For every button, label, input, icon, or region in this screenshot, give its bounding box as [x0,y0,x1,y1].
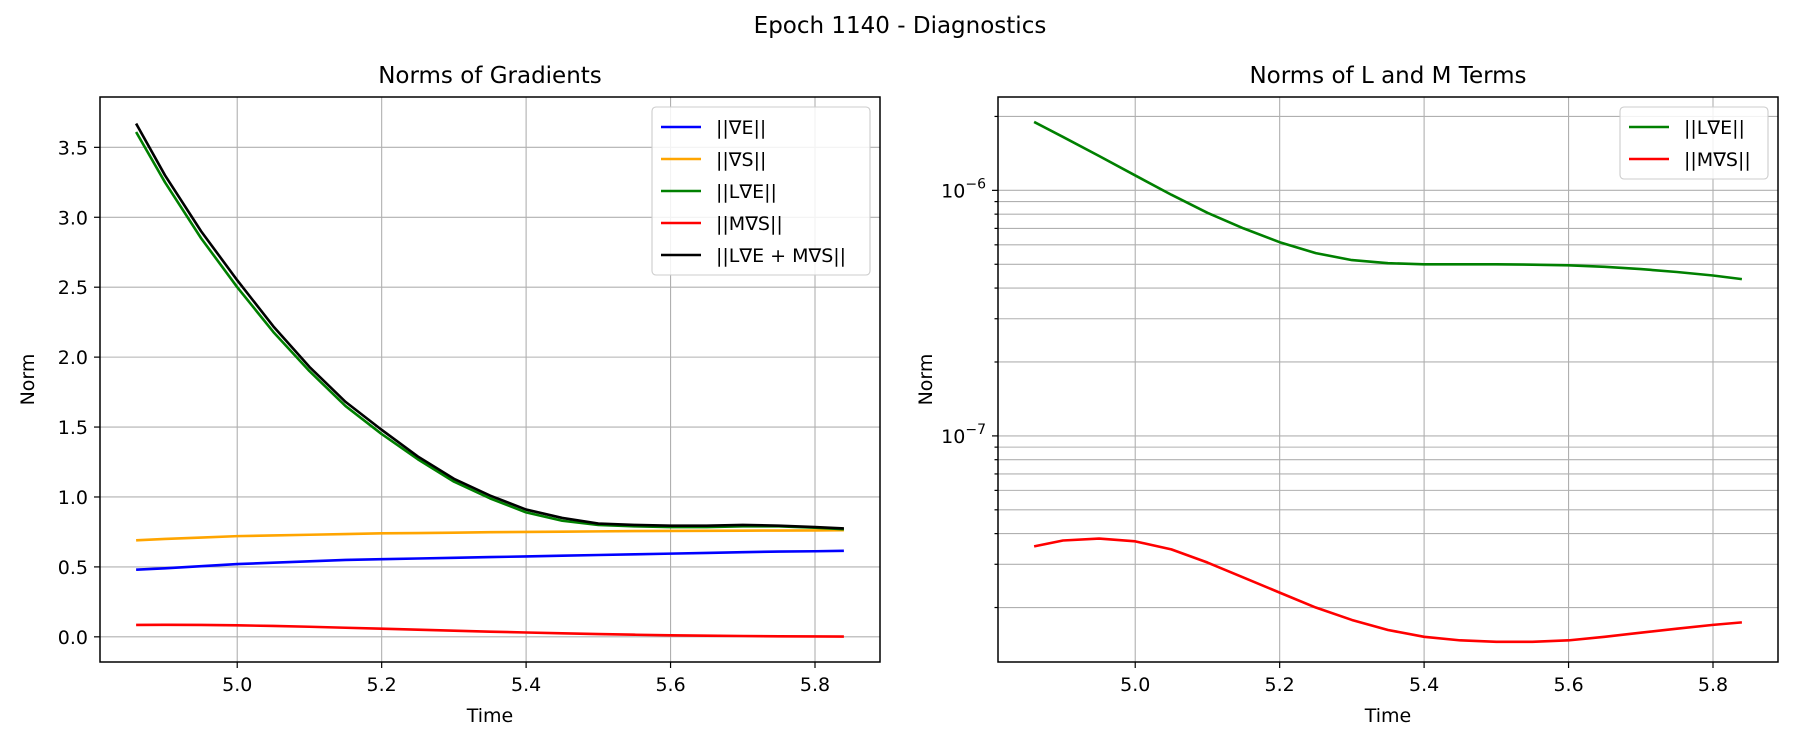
panel1-x-tick-label: 5.8 [1698,674,1728,696]
panel1-x-tick-label: 5.6 [1553,674,1583,696]
panel0-legend-label-grade: ||∇E|| [716,117,766,139]
panel1-x-tick-label: 5.4 [1409,674,1439,696]
panel0-series-line-mgrads [136,623,844,638]
lm-terms-panel: 5.0 5.2 5.4 5.6 5.8 10−7 10−6 Norms of L and M … [915,63,1779,727]
panel0-y-tick-label: 1.5 [58,417,88,439]
panel0-y-tick-label: 1.0 [58,487,88,509]
panel0-y-tick-label: 0.0 [58,627,88,649]
panel1-y-axis-label: Norm [915,354,937,406]
panel1-title: Norms of L and M Terms [1249,63,1526,89]
panel0-y-tick-label: 3.5 [58,137,88,159]
panel0-legend-label-grads: ||∇S|| [716,149,766,171]
panel0-legend-label-lgrade-plus-mgrads: ||L∇E + M∇S|| [716,245,846,267]
panel1-x-tick-label: 5.2 [1265,674,1295,696]
panel0-x-tick-label: 5.6 [655,674,685,696]
panel0-y-axis-label: Norm [17,354,39,406]
panel1-x-axis-label: Time [1364,705,1412,727]
panel0-series-line-grads [136,528,844,542]
panel1-legend: ||L∇E|| ||M∇S|| [1619,106,1769,180]
panel0-legend: ||∇E|| ||∇S|| ||L∇E|| ||M∇S|| ||L∇E + M∇S|| [651,106,871,276]
panel0-legend-label-mgrads: ||M∇S|| [716,213,783,235]
panel1-y-tick-label: 10−7 [941,422,986,448]
panel1-axes-frame [997,96,1779,663]
panel0-title: Norms of Gradients [378,63,602,89]
panel1-legend-box [1619,106,1769,180]
panel1-legend-label-mgrads: ||M∇S|| [1684,149,1751,171]
panel0-x-tick-label: 5.0 [222,674,252,696]
panel0-series-line-lgrade-plus-mgrads [134,122,844,530]
panel0-x-tick-label: 5.2 [367,674,397,696]
panel0-legend-label-lgrade: ||L∇E|| [716,181,777,203]
panel0-series-line-lgrade [134,131,844,531]
panel0-y-tick-label: 2.0 [58,347,88,369]
panel1-legend-label-lgrade: ||L∇E|| [1684,117,1745,139]
panel1-x-tick-label: 5.0 [1120,674,1150,696]
figure-suptitle: Epoch 1140 - Diagnostics [754,13,1047,39]
panel0-axes-frame [99,96,881,663]
panel1-y-tick-label: 10−6 [941,176,986,202]
panel0-series-group [134,122,844,638]
gradient-norms-panel: 5.0 5.2 5.4 5.6 5.8 0.0 0.5 1.0 1.5 2.0 2.5 3.0 3.5 N… [17,63,881,727]
panel0-x-axis-label: Time [466,705,514,727]
panel0-y-tick-label: 0.5 [58,557,88,579]
panel1-series-line-lgrade [1033,120,1743,281]
panel0-x-tick-label: 5.4 [511,674,541,696]
panel1-series-line-mgrads [1033,537,1743,644]
panel0-y-tick-label: 2.5 [58,277,88,299]
panel0-y-tick-label: 3.0 [58,207,88,229]
panel0-series-line-grade [136,549,844,571]
panel0-legend-box [651,106,871,276]
panel1-series-group [1033,120,1743,644]
panel0-x-tick-label: 5.8 [800,674,830,696]
